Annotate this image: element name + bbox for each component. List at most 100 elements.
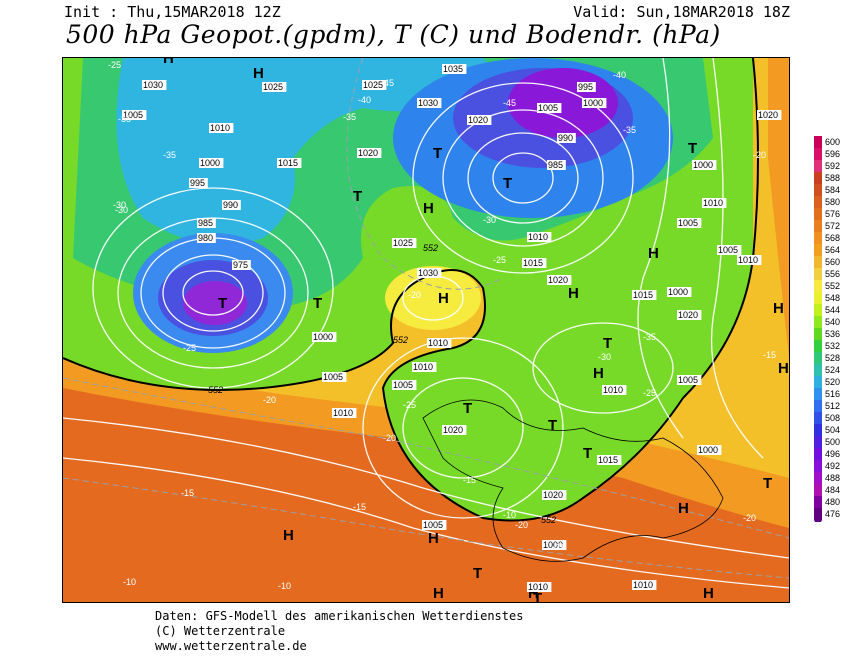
- isobar-value: 990: [223, 200, 238, 210]
- isotherm-label: -20: [383, 433, 396, 443]
- isotherm-label: -35: [163, 150, 176, 160]
- isobar-label-bg: [542, 540, 567, 550]
- isotherm-label: -15: [181, 488, 194, 498]
- isotherm-label: -30: [483, 215, 496, 225]
- legend-level-label: 572: [825, 221, 840, 231]
- isobar-label-bg: [757, 110, 782, 120]
- legend-level-label: 508: [825, 413, 840, 423]
- pressure-labels-layer: 1030 102510101005100099599098598097510251…: [122, 64, 782, 592]
- low-pressure-label: T: [763, 475, 772, 492]
- isotherm-label: -15: [763, 350, 776, 360]
- isobar-label: 1000: [312, 332, 337, 342]
- isobar-value: 1025: [393, 238, 413, 248]
- isobar-label-bg: [417, 268, 442, 278]
- high-pressure-label: H: [253, 65, 264, 82]
- isobar-label-bg: [262, 82, 287, 92]
- isobar-label: 1000: [199, 158, 224, 168]
- isobar-value: 1005: [678, 218, 698, 228]
- legend-swatch: [814, 196, 822, 208]
- isobar-value: 1000: [313, 332, 333, 342]
- legend-swatch: [814, 220, 822, 232]
- legend-level-label: 600: [825, 137, 840, 147]
- legend-level-label: 520: [825, 377, 840, 387]
- isobar-label: 1025: [392, 238, 417, 248]
- isobar-label: 1005: [122, 110, 147, 120]
- isobar-value: 1000: [668, 287, 688, 297]
- isobar-value: 1005: [538, 103, 558, 113]
- legend-swatch: [814, 340, 822, 352]
- isobar-value: 1025: [363, 80, 383, 90]
- isobar-label-bg: [632, 580, 657, 590]
- low-pressure-label: T: [548, 417, 557, 434]
- isobar-label-bg: [677, 218, 702, 228]
- high-pressure-label: H: [428, 530, 439, 547]
- legend-level-label: 516: [825, 389, 840, 399]
- isobar-label-bg: [677, 375, 702, 385]
- high-pressure-label: H: [773, 300, 784, 317]
- isobar-label-bg: [547, 275, 572, 285]
- isobar-label-bg: [597, 455, 622, 465]
- high-pressure-label: H: [283, 527, 294, 544]
- isotherm-label: -20: [743, 513, 756, 523]
- isotherm-label: -15: [463, 475, 476, 485]
- init-time: Init : Thu,15MAR2018 12Z: [64, 3, 281, 21]
- isobar-value: 1000: [693, 160, 713, 170]
- isotherm-label: -35: [623, 125, 636, 135]
- isobar-label-bg: [122, 110, 147, 120]
- legend-level-label: 488: [825, 473, 840, 483]
- isotherm-label: -45: [503, 98, 516, 108]
- legend-level-label: 548: [825, 293, 840, 303]
- legend-swatch: [814, 316, 822, 328]
- legend-swatch: [814, 208, 822, 220]
- legend-swatch: [814, 148, 822, 160]
- isobar-label-bg: [677, 310, 702, 320]
- footer-copyright: (C) Wetterzentrale: [155, 624, 286, 638]
- isobar-label-bg: [577, 82, 596, 92]
- isotherm-label: -30: [115, 205, 128, 215]
- valid-time: Valid: Sun,18MAR2018 18Z: [573, 3, 790, 21]
- isobar-label-bg: [632, 290, 657, 300]
- isobar-label: 985: [197, 218, 216, 228]
- isobar-value: 1020: [443, 425, 463, 435]
- isobar-label: 1035: [442, 64, 467, 74]
- isotherm-label: -45: [381, 78, 394, 88]
- isobar-label-bg: [322, 372, 347, 382]
- isobar-value: 985: [198, 218, 213, 228]
- isobar-label: 1030: [142, 80, 167, 90]
- legend-swatch: [814, 328, 822, 340]
- isobar-label-bg: [197, 218, 216, 228]
- isobar-value: 1020: [358, 148, 378, 158]
- isobar-label-bg: [277, 158, 302, 168]
- isobar-value: 990: [558, 133, 573, 143]
- isobar-value: 1005: [123, 110, 143, 120]
- isobar-label-bg: [467, 115, 492, 125]
- low-pressure-label: T: [463, 400, 472, 417]
- high-pressure-label: H: [438, 290, 449, 307]
- legend-level-label: 584: [825, 185, 840, 195]
- isotherm-label: -10: [123, 577, 136, 587]
- legend-bar: 600 596 592 588 584 580 576 572 568 564 560 556 552 5…: [814, 136, 840, 522]
- high-pressure-label: H: [163, 58, 174, 67]
- isobar-label: 1005: [322, 372, 347, 382]
- legend-swatch: [814, 412, 822, 424]
- legend-swatch: [814, 280, 822, 292]
- isobar-label-bg: [527, 582, 552, 592]
- isobar-label: 1030: [417, 268, 442, 278]
- geopot-contour-label: 552: [393, 335, 408, 345]
- isobar-label-bg: [392, 238, 417, 248]
- isotherm-label: -20: [515, 520, 528, 530]
- isobar-label: 975: [232, 260, 251, 270]
- footer-url: www.wetterzentrale.de: [155, 639, 307, 653]
- isobar-label: 995: [189, 178, 208, 188]
- isobar-label-bg: [582, 98, 607, 108]
- isobar-label: 1020: [442, 425, 467, 435]
- isobar-value: 1010: [428, 338, 448, 348]
- isobar-value: 1015: [523, 258, 543, 268]
- legend-level-label: 596: [825, 149, 840, 159]
- isotherm-label: -35: [343, 112, 356, 122]
- isobar-label-bg: [692, 160, 717, 170]
- isobar-value: 1015: [633, 290, 653, 300]
- isobar-label-bg: [312, 332, 337, 342]
- map-canvas: H H H H H H H H H H H H H H H T T T T T T T T T T T T T 1030 1025 10…: [63, 58, 789, 602]
- legend-level-label: 480: [825, 497, 840, 507]
